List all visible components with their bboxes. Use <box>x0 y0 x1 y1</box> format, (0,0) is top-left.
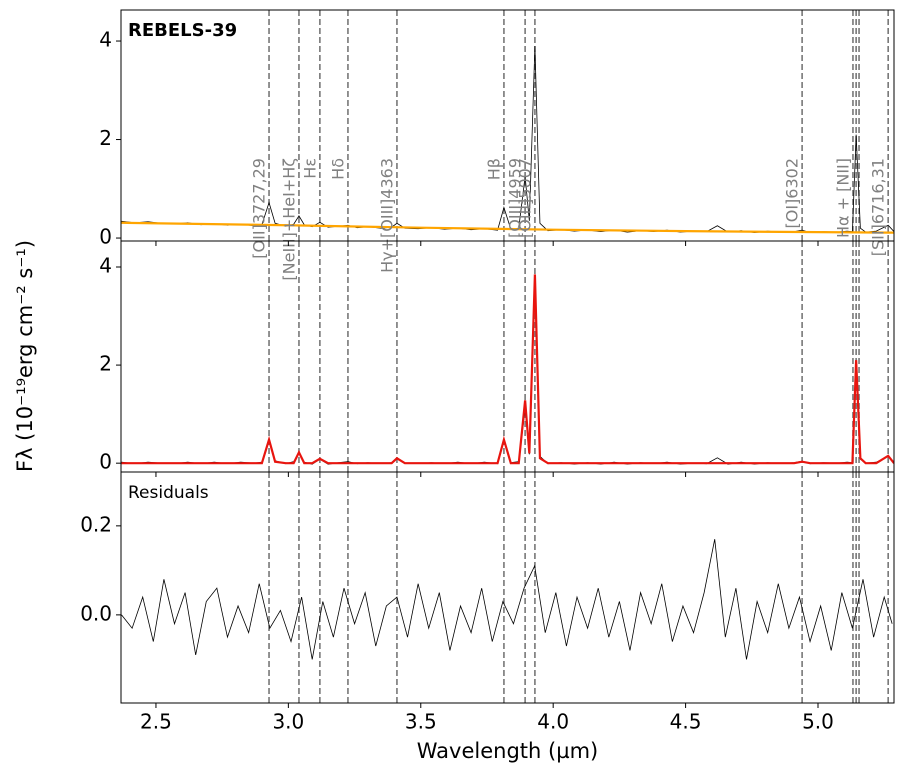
x-tick-label: 4.0 <box>537 710 569 734</box>
line-label: [SII]6716,31 <box>869 158 888 256</box>
line-label: [OI]6302 <box>783 158 802 229</box>
axes-frame <box>120 240 895 473</box>
y-tick-label: 0.2 <box>80 512 112 536</box>
panel-title: REBELS-39 <box>128 20 237 41</box>
y-tick-label: 4 <box>99 28 112 52</box>
line-label: [OIII]4959 <box>506 158 525 238</box>
line-label: Hδ <box>328 158 347 180</box>
y-tick-label: 2 <box>99 126 112 150</box>
line-label: [NeIII]+HeI+Hζ <box>279 158 298 281</box>
line-label: [OIII]5007 <box>515 158 534 238</box>
x-tick-label: 2.5 <box>140 710 172 734</box>
y-axis-label: Fλ (10⁻¹⁹erg cm⁻² s⁻¹) <box>13 240 37 472</box>
panel-title: Residuals <box>128 483 209 503</box>
spectrum-line <box>121 274 894 465</box>
spectrum-line <box>121 279 894 465</box>
plot-area <box>121 241 894 472</box>
line-label: Hγ+[OIII]4363 <box>377 158 396 273</box>
line-label: Hα + [NII] <box>833 158 852 238</box>
plot-area <box>121 10 894 241</box>
line-label: Hβ <box>484 158 503 180</box>
y-tick-label: 0 <box>99 225 112 249</box>
x-tick-label: 5.0 <box>802 710 834 734</box>
y-tick-label: 0.0 <box>80 601 112 625</box>
spectrum-line <box>121 221 894 234</box>
x-axis-label: Wavelength (µm) <box>417 739 598 763</box>
line-label: Hε <box>300 158 319 179</box>
y-tick-label: 4 <box>99 253 112 277</box>
x-tick-label: 4.5 <box>670 710 702 734</box>
plot-area <box>121 472 893 703</box>
x-tick-label: 3.0 <box>272 710 304 734</box>
line-label: [OII]3727,29 <box>250 158 269 259</box>
spectrum-line <box>121 539 893 660</box>
y-tick-label: 0 <box>99 450 112 474</box>
y-tick-label: 2 <box>99 352 112 376</box>
axes-frame <box>120 471 895 704</box>
x-tick-label: 3.5 <box>405 710 437 734</box>
